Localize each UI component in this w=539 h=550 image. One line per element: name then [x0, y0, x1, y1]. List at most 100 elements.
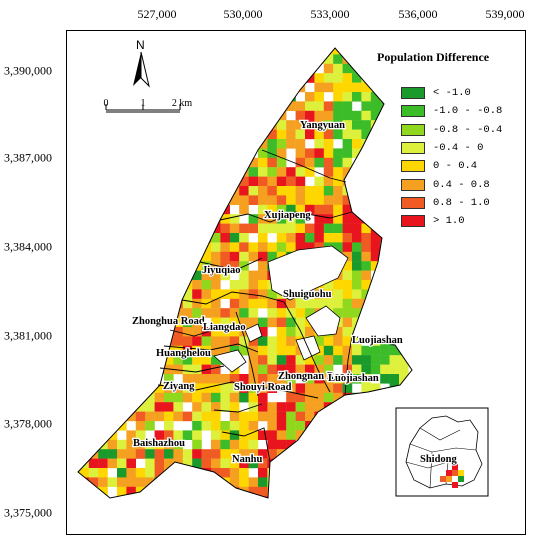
grid-cell [342, 355, 353, 365]
grid-cell [342, 223, 353, 234]
grid-cell [107, 374, 118, 384]
grid-cell [248, 186, 259, 196]
grid-cell [220, 402, 230, 412]
grid-cell [295, 73, 306, 83]
grid-cell [333, 148, 343, 158]
grid-cell [88, 242, 99, 252]
grid-cell [79, 110, 89, 121]
grid-cell [117, 157, 127, 168]
grid-cell [145, 496, 155, 498]
grid-cell [333, 496, 343, 498]
grid-cell [164, 63, 174, 74]
grid-cell [286, 54, 296, 64]
grid-cell [192, 327, 202, 337]
grid-cell [418, 496, 428, 506]
grid-cell [352, 176, 362, 187]
grid-cell [361, 48, 371, 55]
grid-cell [314, 129, 324, 140]
grid-cell [258, 233, 268, 243]
grid-cell [211, 496, 221, 498]
grid-cell [164, 223, 174, 234]
grid-cell [323, 336, 334, 346]
grid-cell [182, 317, 193, 328]
grid-cell [248, 270, 259, 281]
grid-cell [79, 204, 89, 215]
grid-cell [135, 139, 146, 149]
grid-cell [192, 129, 202, 140]
grid-cell [342, 289, 353, 299]
grid-cell [164, 195, 174, 205]
grid-cell [211, 402, 221, 412]
grid-cell [323, 129, 334, 140]
grid-cell [201, 270, 212, 281]
grid-cell [78, 186, 80, 196]
grid-cell [342, 270, 353, 281]
grid-cell [286, 204, 296, 215]
grid-cell [78, 48, 80, 55]
grid-cell [117, 496, 127, 498]
grid-cell [192, 195, 202, 205]
grid-cell [276, 374, 287, 384]
district-label: Huanghelou [156, 348, 211, 359]
grid-cell [361, 496, 371, 498]
grid-cell [182, 289, 193, 299]
grid-cell [88, 468, 99, 478]
grid-cell [78, 458, 80, 469]
grid-cell [88, 364, 99, 375]
grid-cell [370, 289, 381, 299]
grid-cell [220, 167, 230, 177]
grid-cell [145, 439, 155, 450]
grid-cell [88, 458, 99, 469]
grid-cell [361, 54, 371, 64]
grid-cell [154, 167, 165, 177]
grid-cell [267, 289, 277, 299]
grid-cell [220, 421, 230, 431]
grid-cell [295, 195, 306, 205]
grid-cell [107, 54, 118, 64]
grid-cell [126, 383, 136, 393]
grid-cell [211, 449, 221, 459]
grid-cell [380, 345, 390, 356]
grid-cell [370, 280, 381, 290]
grid-cell [164, 261, 174, 271]
grid-cell [98, 374, 108, 384]
grid-cell [352, 298, 362, 309]
grid-cell [418, 280, 428, 290]
grid-cell [361, 157, 371, 168]
grid-cell [361, 233, 371, 243]
grid-cell [88, 383, 99, 393]
grid-cell [295, 411, 306, 422]
grid-cell [248, 167, 259, 177]
grid-cell [286, 374, 296, 384]
grid-cell [239, 186, 249, 196]
grid-cell [98, 139, 108, 149]
grid-cell [342, 157, 353, 168]
grid-cell [370, 242, 381, 252]
grid-cell [173, 430, 183, 440]
grid-cell [135, 289, 146, 299]
grid-cell [333, 439, 343, 450]
grid-cell [248, 176, 259, 187]
grid-cell [286, 421, 296, 431]
grid-cell [126, 430, 136, 440]
grid-cell [154, 214, 165, 224]
grid-cell [314, 157, 324, 168]
grid-cell [98, 289, 108, 299]
grid-cell [229, 439, 240, 450]
grid-cell [173, 486, 183, 497]
grid-cell [370, 214, 381, 224]
grid-cell [78, 449, 80, 459]
grid-cell [305, 392, 315, 403]
grid-cell [78, 157, 80, 168]
grid-cell [201, 92, 212, 102]
grid-cell [342, 129, 353, 140]
grid-cell [342, 82, 353, 93]
grid-cell [333, 120, 343, 130]
grid-cell [78, 54, 80, 64]
grid-cell [98, 402, 108, 412]
grid-cell [201, 421, 212, 431]
grid-cell [276, 223, 287, 234]
x-tick-label: 530,000 [223, 7, 263, 21]
grid-cell [107, 73, 118, 83]
legend-label: 0.4 - 0.8 [433, 178, 490, 191]
